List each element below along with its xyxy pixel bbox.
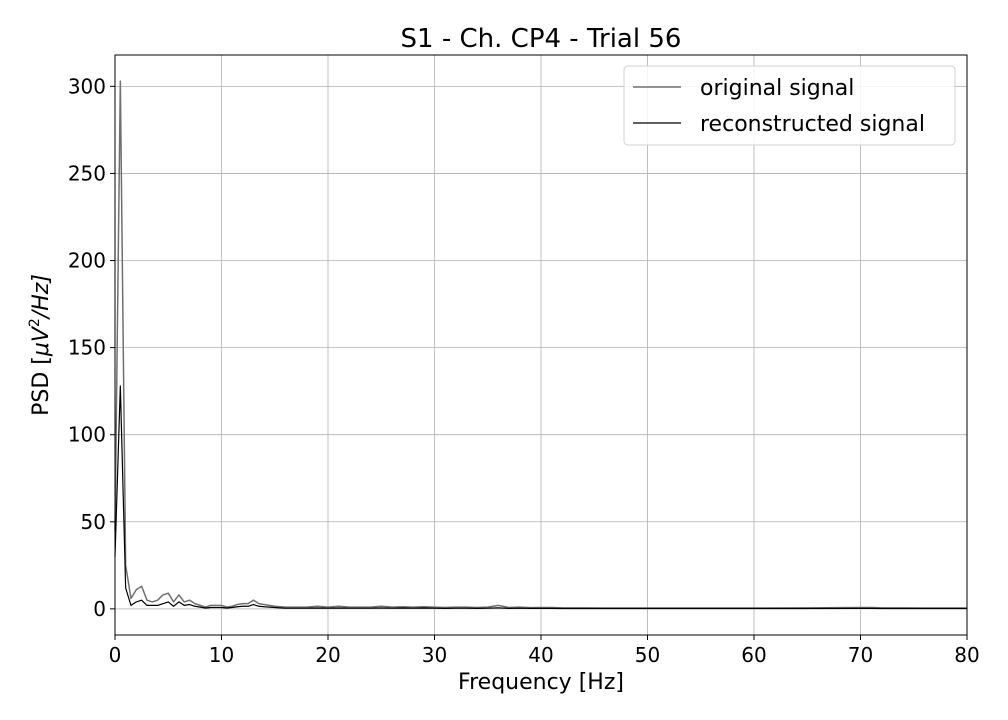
- y-axis-label: PSD [μV2/Hz]: [27, 274, 54, 416]
- y-tick-label: 50: [81, 510, 106, 534]
- legend: original signal reconstructed signal: [623, 65, 956, 146]
- y-tick-label: 250: [68, 161, 106, 185]
- series-line-reconstructed: [114, 385, 967, 610]
- chart-title: S1 - Ch. CP4 - Trial 56: [401, 24, 682, 54]
- x-tick-label: 10: [209, 643, 234, 667]
- y-axis-label-v: V: [29, 325, 54, 342]
- x-axis-ticks: 0 10 20 30 40 50 60 70 80: [109, 635, 980, 667]
- x-tick-label: 30: [422, 643, 447, 667]
- y-axis-label-prefix: PSD [: [29, 356, 54, 416]
- legend-box: [623, 65, 956, 146]
- grid-lines: [114, 55, 968, 635]
- y-axis-ticks: 0 50 100 150 200 250 300: [68, 74, 115, 621]
- series-lines: [114, 80, 967, 610]
- y-tick-label: 150: [68, 336, 106, 360]
- y-tick-label: 0: [93, 597, 106, 621]
- x-tick-label: 20: [315, 643, 340, 667]
- x-tick-label: 40: [528, 643, 553, 667]
- y-axis-label-mu: μ: [29, 342, 54, 357]
- legend-label-reconstructed: reconstructed signal: [700, 112, 925, 137]
- legend-label-original: original signal: [700, 76, 854, 101]
- x-tick-label: 70: [848, 643, 873, 667]
- x-tick-label: 0: [109, 643, 122, 667]
- y-axis-label-suffix: /Hz]: [29, 274, 54, 320]
- x-tick-label: 60: [741, 643, 766, 667]
- x-axis-label: Frequency [Hz]: [458, 670, 624, 695]
- x-tick-label: 80: [954, 643, 979, 667]
- y-tick-label: 200: [68, 249, 106, 273]
- x-tick-label: 50: [635, 643, 660, 667]
- y-axis-label-exponent: 2: [27, 318, 43, 327]
- y-tick-label: 300: [68, 74, 106, 98]
- y-tick-label: 100: [68, 423, 106, 447]
